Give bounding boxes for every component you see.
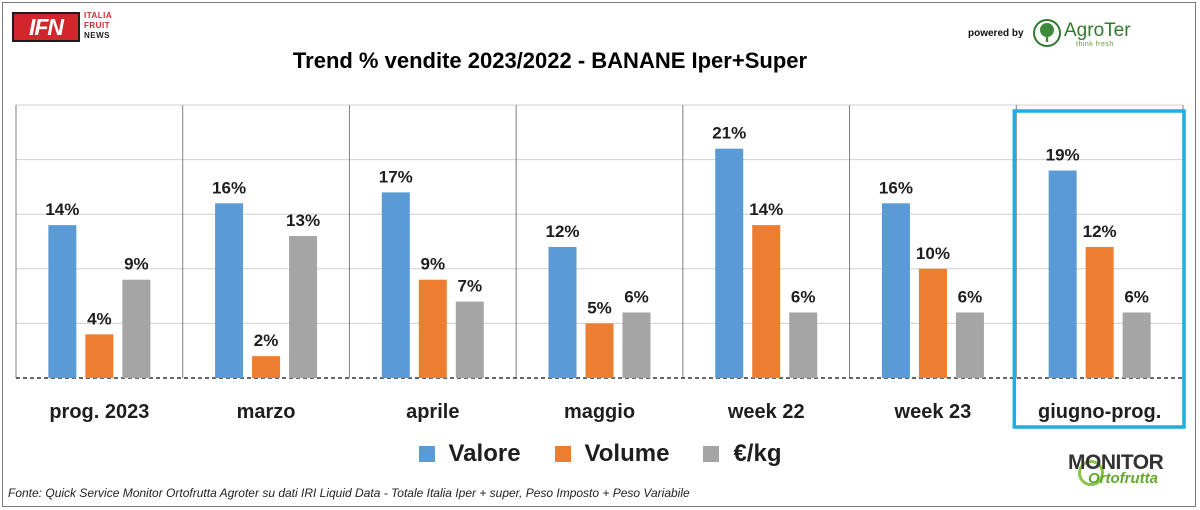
monitor-logo-bottom: Ortofrutta [1088, 470, 1158, 487]
legend-swatch-valore [418, 446, 435, 462]
bar-volume [918, 268, 947, 378]
bar-prezzo [622, 312, 651, 378]
agroter-tagline: think fresh [1076, 41, 1114, 48]
bar-valore [715, 148, 744, 378]
data-label-valore: 17% [379, 167, 413, 186]
bar-volume [85, 334, 114, 378]
legend-label-volume: Volume [584, 440, 670, 467]
agroter-brand-name: AgroTer [1064, 20, 1131, 41]
bar-volume [585, 323, 614, 378]
bar-volume [252, 356, 281, 378]
data-label-volume: 10% [916, 244, 950, 263]
data-label-prezzo: 7% [457, 277, 482, 296]
data-label-valore: 12% [545, 222, 579, 241]
bar-valore [215, 203, 244, 378]
data-label-valore: 21% [712, 124, 746, 143]
legend-item-valore: Valore [418, 440, 521, 468]
ifn-logo: IFN [12, 12, 80, 42]
category-label: week 22 [727, 401, 805, 423]
data-label-valore: 16% [879, 178, 913, 197]
highlight-box [1012, 109, 1186, 429]
data-label-volume: 5% [587, 298, 612, 317]
data-label-volume: 4% [87, 309, 112, 328]
bar-valore [48, 225, 77, 378]
data-label-volume: 12% [1083, 222, 1117, 241]
ifn-logo-text: IFN [28, 13, 64, 40]
data-label-prezzo: 6% [791, 287, 816, 306]
legend-item-prezzo: €/kg [703, 440, 781, 468]
bar-valore [881, 203, 910, 378]
legend-item-volume: Volume [554, 440, 670, 468]
data-label-prezzo: 9% [124, 255, 149, 274]
monitor-logo-top: MONITOR [1068, 451, 1164, 474]
category-label: aprile [406, 401, 459, 423]
ifn-logo-line: NEWS [84, 31, 110, 40]
bar-valore [1048, 170, 1077, 378]
agroter-tree-icon [1033, 19, 1061, 47]
data-label-prezzo: 13% [286, 211, 320, 230]
category-label: marzo [237, 401, 296, 423]
category-label: maggio [564, 401, 635, 423]
data-label-prezzo: 6% [624, 287, 649, 306]
chart-legend: Valore Volume €/kg [0, 440, 1200, 468]
chart-title: Trend % vendite 2023/2022 - BANANE Iper+… [292, 48, 808, 73]
bar-prezzo [789, 312, 818, 378]
legend-swatch-prezzo [703, 446, 720, 462]
data-label-prezzo: 6% [958, 287, 983, 306]
bar-prezzo [289, 236, 318, 378]
bar-volume [752, 225, 781, 378]
bar-prezzo [455, 301, 484, 378]
bar-prezzo [1122, 312, 1151, 378]
data-label-valore: 19% [1046, 146, 1080, 165]
bar-volume [1085, 246, 1114, 378]
data-label-volume: 14% [749, 200, 783, 219]
magnifier-icon [1078, 460, 1104, 486]
bar-valore [381, 192, 410, 378]
legend-swatch-volume [554, 446, 571, 462]
category-label: giugno-prog. [1038, 401, 1161, 423]
bar-valore [548, 246, 577, 378]
ifn-logo-line: ITALIA [84, 11, 113, 20]
monitor-ortofrutta-logo: MONITOR Ortofrutta [1068, 452, 1188, 500]
source-note: Fonte: Quick Service Monitor Ortofrutta … [8, 486, 690, 500]
bar-prezzo [122, 279, 151, 378]
data-label-volume: 2% [254, 331, 279, 350]
bar-prezzo [955, 312, 984, 378]
legend-label-prezzo: €/kg [733, 440, 782, 467]
data-label-prezzo: 6% [1124, 287, 1149, 306]
data-label-valore: 16% [212, 178, 246, 197]
legend-label-valore: Valore [448, 440, 521, 467]
ifn-logo-line: FRUIT [84, 21, 111, 30]
bar-volume [418, 279, 447, 378]
category-label: prog. 2023 [49, 401, 149, 423]
ifn-logo-subtitle: ITALIA FRUIT NEWS [84, 11, 144, 41]
bar-chart: 14% 4% 9% prog. 2023 16% 2% 13% marzo 17% 9% 7% apr… [15, 104, 1186, 429]
category-label: week 23 [894, 401, 972, 423]
data-label-volume: 9% [420, 255, 445, 274]
data-label-valore: 14% [45, 200, 79, 219]
powered-by-label: powered by [968, 28, 1024, 39]
